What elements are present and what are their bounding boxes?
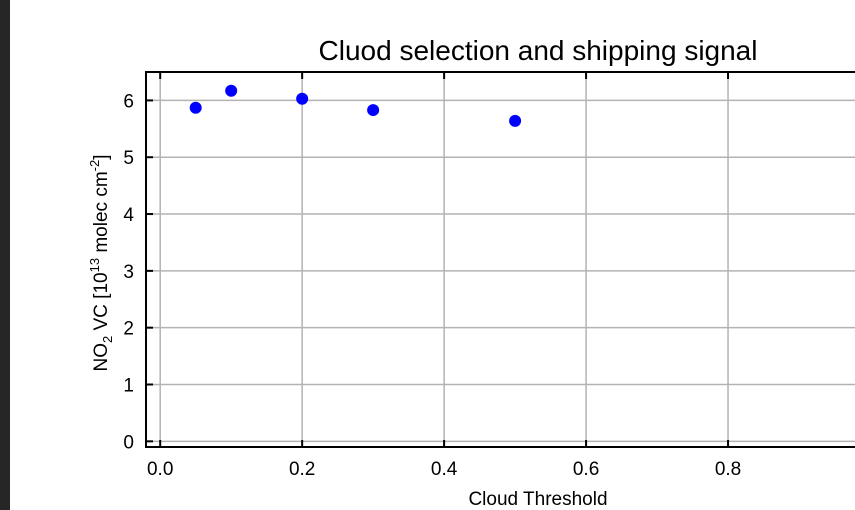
y-tick-label: 1 [123, 376, 134, 397]
y-tick-label: 5 [123, 148, 134, 169]
data-point [509, 114, 522, 127]
axis-ticks: 0.0 0.2 0.4 0.6 0.8 0 1 2 3 4 5 6 [123, 72, 741, 480]
y-tick-label: 2 [123, 319, 134, 340]
y-tick-label: 4 [123, 205, 134, 226]
y-axis-label: NO2 VC [1013 molec cm-2] [87, 155, 115, 372]
y-tick-label: 3 [123, 262, 134, 283]
chart-title: Cluod selection and shipping signal [319, 35, 758, 66]
data-point [367, 104, 380, 117]
x-tick-label: 0.4 [431, 459, 458, 480]
data-points [189, 84, 522, 127]
left-window-edge [0, 0, 10, 510]
plot-frame [145, 71, 855, 448]
data-point [225, 84, 238, 97]
x-tick-label: 0.0 [147, 459, 173, 480]
data-point [296, 92, 309, 105]
y-tick-label: 0 [123, 432, 134, 453]
grid-lines [146, 72, 855, 447]
x-axis-label: Cloud Threshold [468, 489, 607, 510]
y-tick-label: 6 [123, 91, 134, 112]
data-point [189, 101, 202, 114]
x-tick-label: 0.2 [289, 459, 315, 480]
x-tick-label: 0.8 [715, 459, 741, 480]
x-tick-label: 0.6 [573, 459, 599, 480]
